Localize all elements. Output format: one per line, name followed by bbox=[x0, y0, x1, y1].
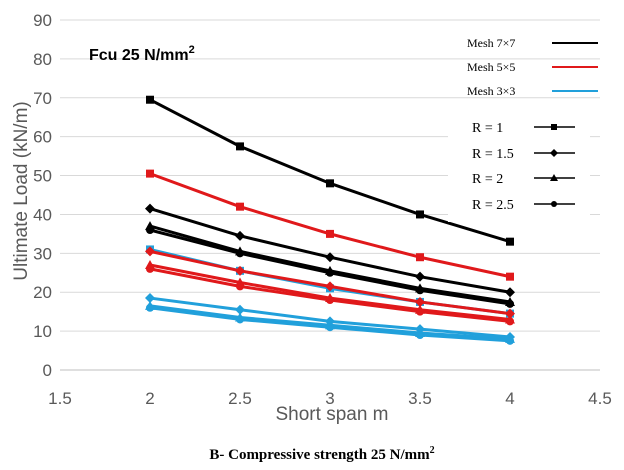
y-tick-label: 50 bbox=[33, 167, 52, 186]
ratio-legend-label: R = 2 bbox=[472, 172, 503, 187]
mesh-legend-label: Mesh 3×3 bbox=[467, 84, 515, 98]
data-point-diamond bbox=[415, 296, 425, 307]
y-tick-label: 60 bbox=[33, 128, 52, 147]
data-point-circle bbox=[146, 264, 154, 273]
x-tick-label: 3.5 bbox=[408, 389, 432, 408]
data-point-circle bbox=[146, 303, 154, 312]
y-tick-label: 70 bbox=[33, 89, 52, 108]
y-tick-label: 90 bbox=[33, 11, 52, 30]
data-point-square bbox=[146, 95, 154, 104]
data-point-circle bbox=[416, 331, 424, 339]
data-point-circle bbox=[551, 201, 557, 207]
ratio-legend-label: R = 2.5 bbox=[472, 198, 514, 213]
data-point-circle bbox=[416, 286, 424, 295]
data-point-circle bbox=[146, 226, 154, 234]
data-point-circle bbox=[236, 282, 244, 291]
y-tick-label: 0 bbox=[43, 361, 52, 380]
data-point-circle bbox=[236, 249, 244, 258]
data-point-square bbox=[146, 169, 154, 178]
figure-caption: B- Compressive strength 25 N/mm2 bbox=[209, 445, 434, 463]
ratio-legend: R = 1 R = 1.5 R = 2 R = 2.5 bbox=[472, 121, 575, 213]
data-point-diamond bbox=[550, 149, 558, 157]
data-point-diamond bbox=[505, 287, 515, 298]
data-point-square bbox=[236, 202, 244, 211]
data-point-square bbox=[506, 272, 514, 281]
series-group bbox=[145, 95, 515, 345]
mesh-legend-label: Mesh 7×7 bbox=[467, 36, 515, 50]
data-point-triangle bbox=[550, 174, 558, 181]
x-tick-label: 1.5 bbox=[48, 389, 72, 408]
caption-text: B- Compressive strength 25 N/mm bbox=[209, 447, 430, 463]
series-line bbox=[146, 226, 514, 308]
x-tick-label: 2.5 bbox=[228, 389, 252, 408]
data-point-diamond bbox=[505, 308, 515, 319]
series-line bbox=[145, 203, 515, 298]
y-tick-label: 10 bbox=[33, 322, 52, 341]
annotation-superscript: 2 bbox=[189, 44, 195, 56]
data-point-square bbox=[326, 179, 334, 188]
caption-superscript: 2 bbox=[430, 445, 435, 456]
ratio-legend-label: R = 1 bbox=[472, 121, 503, 136]
series-line bbox=[146, 264, 514, 326]
data-point-circle bbox=[326, 323, 334, 332]
data-point-square bbox=[416, 253, 424, 262]
data-point-diamond bbox=[235, 265, 245, 276]
data-point-diamond bbox=[145, 246, 155, 257]
annotation-text: Fcu 25 N/mm bbox=[89, 47, 189, 64]
data-point-square bbox=[236, 142, 244, 151]
data-point-diamond bbox=[415, 271, 425, 282]
chart-annotation: Fcu 25 N/mm2 bbox=[89, 44, 195, 64]
data-point-diamond bbox=[325, 281, 335, 292]
series-line bbox=[145, 246, 515, 319]
data-point-diamond bbox=[235, 304, 245, 315]
data-point-circle bbox=[506, 317, 514, 326]
y-tick-label: 40 bbox=[33, 205, 52, 224]
data-point-circle bbox=[416, 307, 424, 316]
data-point-square bbox=[326, 229, 334, 238]
y-tick-label: 80 bbox=[33, 50, 52, 69]
x-tick-label: 2 bbox=[145, 389, 154, 408]
data-point-circle bbox=[506, 336, 514, 345]
mesh-legend: Mesh 7×7 Mesh 5×5 Mesh 3×3 bbox=[467, 36, 598, 98]
tick-labels: 0 10 20 30 40 50 60 70 80 90 1.5 2 2.5 3 3.5 4 4.5 bbox=[33, 11, 612, 408]
x-tick-label: 3 bbox=[325, 389, 334, 408]
y-tick-label: 30 bbox=[33, 244, 52, 263]
data-point-diamond bbox=[325, 252, 335, 263]
x-axis-title: Short span m bbox=[276, 404, 389, 425]
data-point-circle bbox=[236, 315, 244, 324]
series-line bbox=[146, 303, 514, 345]
x-tick-label: 4 bbox=[505, 389, 514, 408]
series-line bbox=[146, 95, 514, 246]
series-line bbox=[146, 169, 514, 281]
data-point-square bbox=[506, 237, 514, 246]
ratio-legend-label: R = 1.5 bbox=[472, 147, 514, 162]
data-point-square bbox=[416, 210, 424, 219]
data-point-diamond bbox=[145, 203, 155, 214]
data-point-circle bbox=[506, 299, 514, 308]
data-point-square bbox=[551, 124, 557, 130]
x-tick-label: 4.5 bbox=[588, 389, 612, 408]
y-tick-label: 20 bbox=[33, 283, 52, 302]
mesh-legend-label: Mesh 5×5 bbox=[467, 60, 515, 74]
data-point-circle bbox=[326, 268, 334, 277]
data-point-diamond bbox=[235, 230, 245, 241]
data-point-circle bbox=[326, 296, 334, 304]
y-axis-title: Ultimate Load (kN/m) bbox=[11, 101, 32, 281]
data-point-diamond bbox=[145, 293, 155, 304]
